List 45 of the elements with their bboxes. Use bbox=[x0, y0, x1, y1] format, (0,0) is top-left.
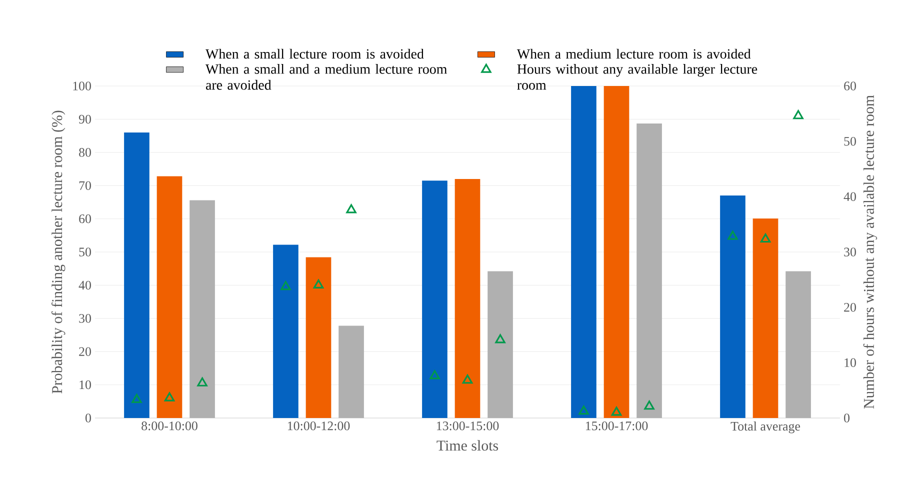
y-tick-label: 50 bbox=[79, 248, 91, 256]
y-tick-label: 90 bbox=[78, 114, 91, 124]
y-tick-label: 20 bbox=[79, 347, 91, 356]
x-tick-label: 15:00-17:00 bbox=[586, 422, 648, 430]
bar bbox=[306, 257, 332, 418]
y-tick-label: 40 bbox=[78, 280, 91, 290]
bar bbox=[752, 218, 778, 418]
bar bbox=[636, 124, 662, 418]
y2-tick-label: 10 bbox=[844, 358, 856, 368]
x-tick-label: 10:00-12:00 bbox=[288, 422, 350, 430]
y2-tick-label: 40 bbox=[844, 192, 856, 202]
y2-axis-title: Number of hours without any available lecture room bbox=[863, 95, 878, 409]
bar bbox=[156, 176, 182, 418]
y2-tick-label: 50 bbox=[844, 136, 856, 146]
bar bbox=[604, 86, 630, 418]
bar bbox=[720, 196, 746, 418]
y-tick-label: 100 bbox=[73, 82, 91, 90]
y-axis-title: Probability of finding another lecture room (%) bbox=[51, 110, 66, 394]
bar bbox=[454, 178, 480, 418]
x-tick-label: Total average bbox=[730, 422, 800, 434]
bar bbox=[338, 326, 364, 418]
y-tick-label: 80 bbox=[79, 148, 91, 157]
y2-tick-label: 30 bbox=[844, 248, 856, 256]
bar bbox=[124, 132, 150, 418]
x-tick-label: 13:00-15:00 bbox=[436, 422, 499, 430]
y2-tick-label: 60 bbox=[844, 82, 856, 90]
legend-label: Hours without any available larger lecture room bbox=[517, 64, 758, 90]
y2-tick-label: 0 bbox=[844, 414, 850, 422]
y2-tick-label: 20 bbox=[844, 302, 856, 312]
y-tick-label: 60 bbox=[79, 214, 91, 224]
bar bbox=[488, 271, 513, 418]
legend-label: When a small lecture room is avoided bbox=[206, 48, 424, 59]
y-tick-label: 70 bbox=[79, 181, 91, 190]
legend-label: When a small and a medium lecture room are avoided bbox=[206, 64, 448, 90]
x-tick-label: 8:00-10:00 bbox=[142, 422, 198, 430]
bar bbox=[786, 271, 811, 418]
x-axis-title: Time slots bbox=[436, 440, 498, 451]
bar bbox=[571, 86, 596, 418]
y-tick-label: 0 bbox=[86, 414, 91, 422]
y-tick-label: 10 bbox=[80, 380, 91, 390]
bar bbox=[273, 244, 298, 418]
y-tick-label: 30 bbox=[79, 314, 91, 323]
bar bbox=[190, 200, 215, 418]
legend-label: When a medium lecture room is avoided bbox=[516, 48, 751, 59]
bar bbox=[422, 180, 448, 418]
